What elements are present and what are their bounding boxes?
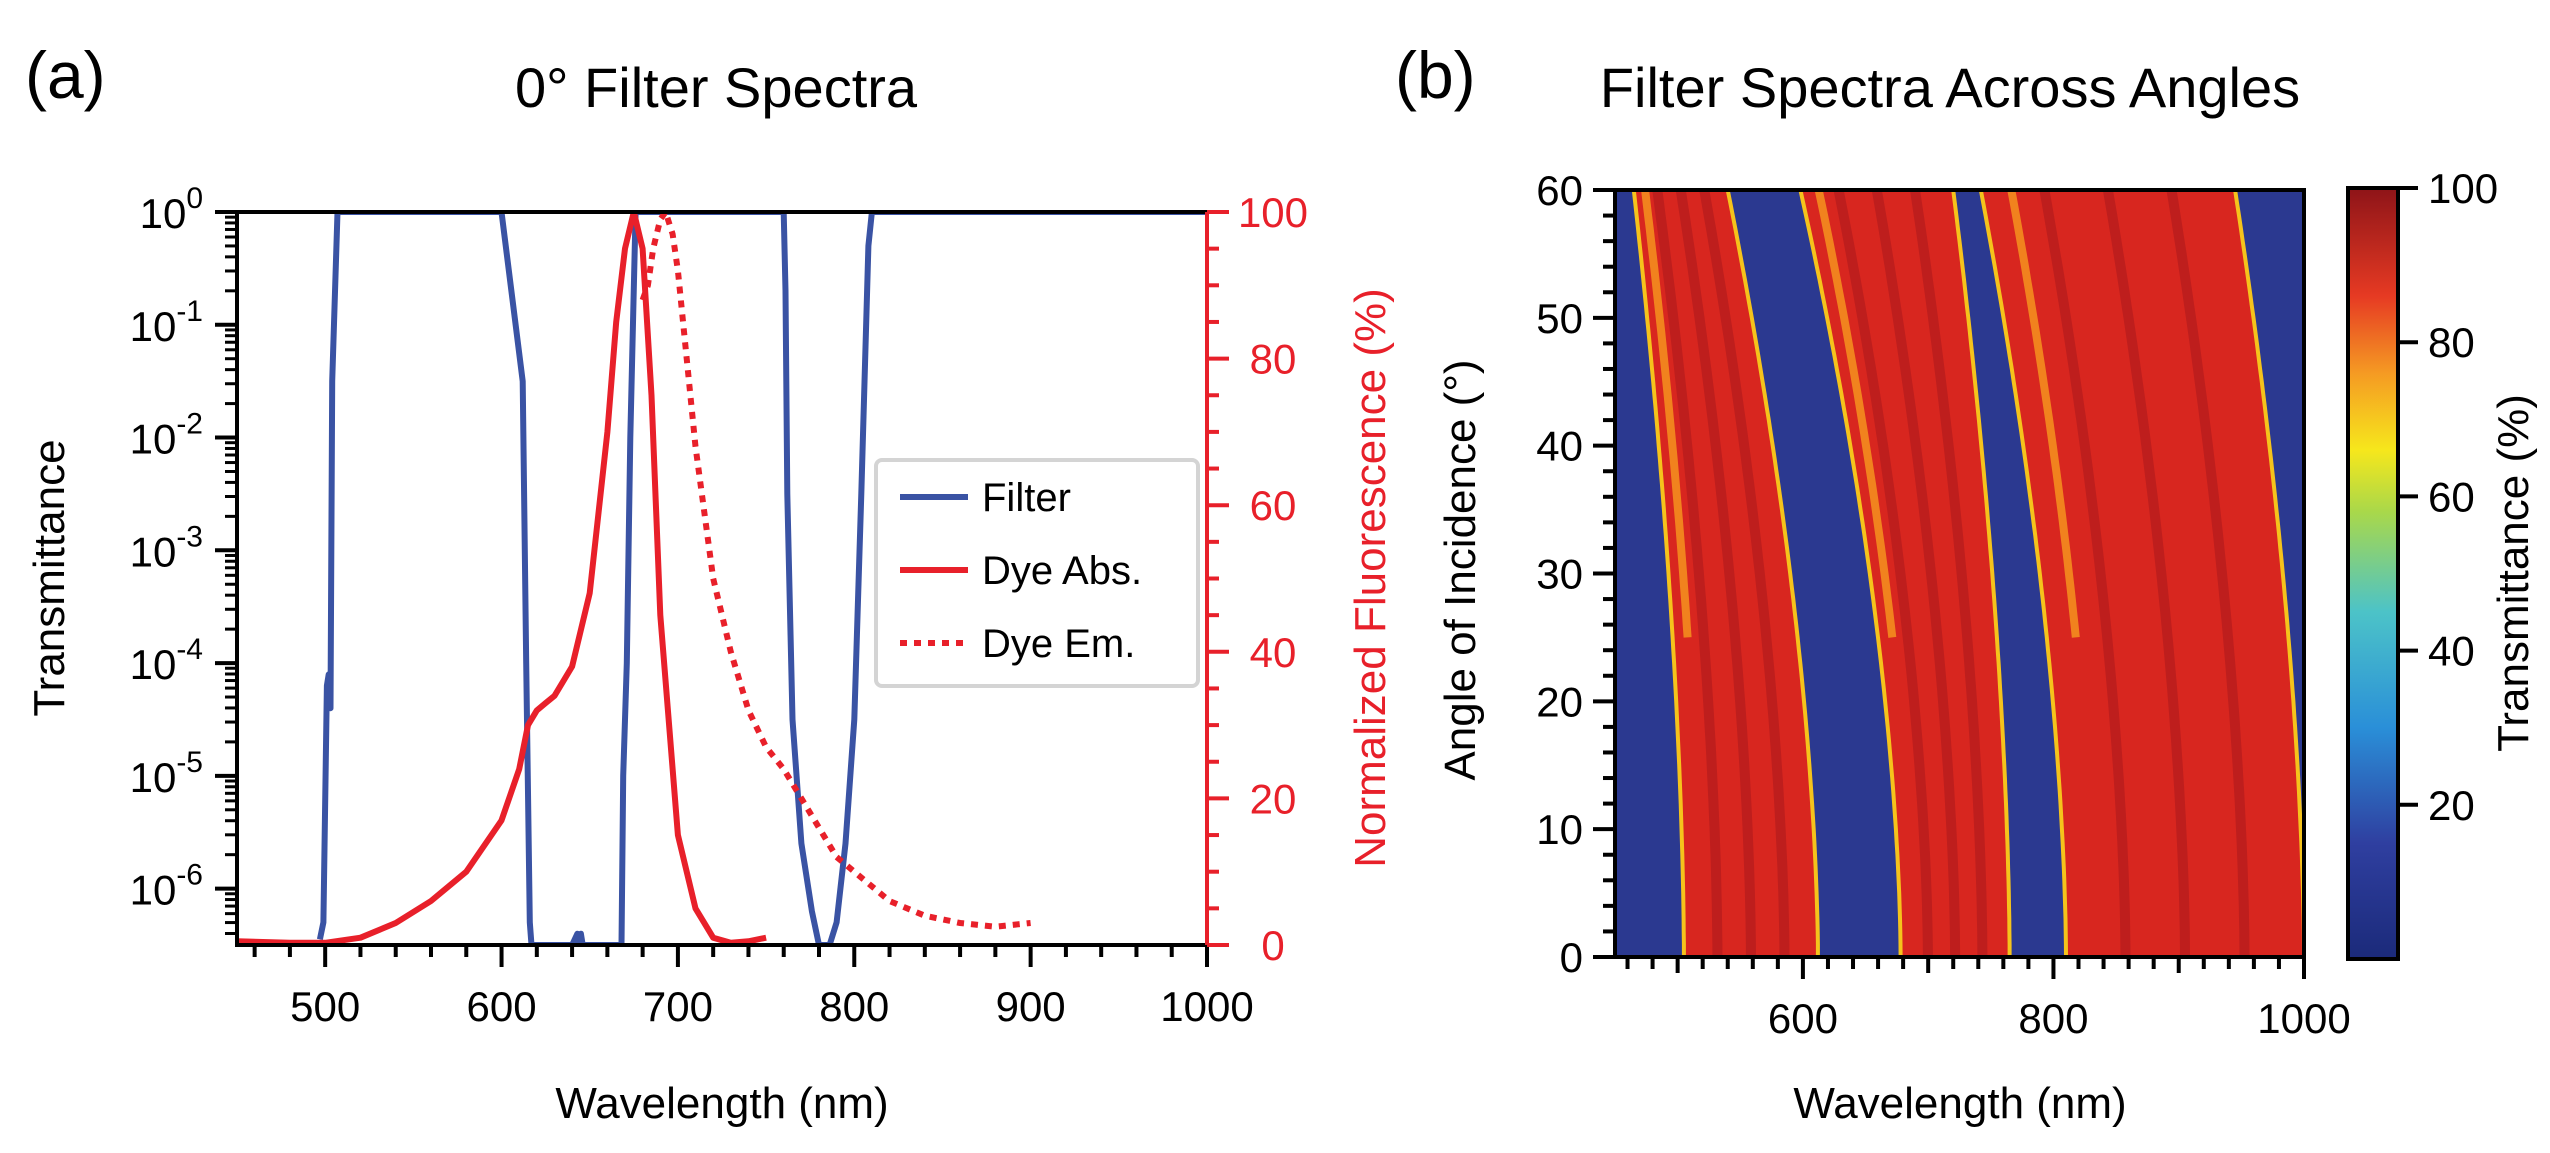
y-right-tick-label: 20 bbox=[1250, 775, 1297, 822]
y-right-tick-label: 60 bbox=[1250, 482, 1297, 529]
colorbar-tick-label: 80 bbox=[2428, 319, 2475, 366]
band-2-highlight bbox=[1814, 190, 1897, 638]
series-filter bbox=[316, 212, 1207, 945]
band-1-highlight bbox=[1641, 190, 1692, 638]
colorbar-tick-label: 20 bbox=[2428, 782, 2475, 829]
panel-b-colorbar: 20 40 60 80 100 Transmittance (%) bbox=[2346, 165, 2538, 961]
y-tick-label: 10-4 bbox=[130, 633, 203, 688]
x-tick-label: 800 bbox=[2018, 995, 2088, 1042]
legend-label-dye-abs: Dye Abs. bbox=[982, 549, 1142, 593]
panel-a-x-axis: 500 600 700 800 900 1000 bbox=[252, 945, 1254, 1030]
x-tick-label: 1000 bbox=[2257, 995, 2350, 1042]
y-tick-label: 20 bbox=[1536, 678, 1583, 725]
y-tick-label: 10-1 bbox=[130, 295, 203, 350]
colorbar-label: Transmittance (%) bbox=[2489, 394, 2538, 752]
band-2-streak bbox=[1833, 190, 1933, 957]
y-tick-label: 60 bbox=[1536, 167, 1583, 214]
panel-b: (b) Filter Spectra Across Angles 600 800 1… bbox=[1395, 38, 2538, 1128]
colorbar-gradient bbox=[2346, 186, 2400, 961]
y-tick-label: 40 bbox=[1536, 423, 1583, 470]
transmission-band-3 bbox=[1978, 190, 2304, 957]
y-tick-label: 30 bbox=[1536, 551, 1583, 598]
colorbar-tick-label: 40 bbox=[2428, 628, 2475, 675]
y-tick-label: 50 bbox=[1536, 295, 1583, 342]
colorbar-tick-label: 60 bbox=[2428, 473, 2475, 520]
legend-label-filter: Filter bbox=[982, 476, 1071, 520]
legend-label-dye-em: Dye Em. bbox=[982, 622, 1135, 666]
band-2-streak bbox=[1871, 190, 1961, 957]
x-tick-label: 800 bbox=[819, 983, 889, 1030]
panel-b-ylabel: Angle of Incidence (°) bbox=[1436, 359, 1485, 780]
band-3-streak bbox=[2039, 190, 2131, 957]
x-tick-label: 500 bbox=[290, 983, 360, 1030]
band-1-streak bbox=[1699, 190, 1790, 957]
colorbar-ticks: 20 40 60 80 100 bbox=[2398, 165, 2498, 829]
panel-a-title: 0° Filter Spectra bbox=[515, 56, 918, 119]
panel-b-heatmap bbox=[1615, 190, 2304, 957]
panel-a-ylabel-right: Normalized Fluorescence (%) bbox=[1346, 288, 1395, 868]
panel-a: (a) 0° Filter Spectra 500 600 700 800 900 100… bbox=[25, 38, 1395, 1128]
colorbar-tick-label: 100 bbox=[2428, 165, 2498, 212]
x-tick-label: 900 bbox=[996, 983, 1066, 1030]
y-tick-label: 100 bbox=[140, 182, 203, 237]
band-1-streak bbox=[1652, 190, 1723, 957]
y-right-tick-label: 40 bbox=[1250, 629, 1297, 676]
y-tick-label: 10-2 bbox=[130, 408, 203, 463]
band-3-streak bbox=[2166, 190, 2250, 957]
panel-a-y-axis-right: 0 20 40 60 80 100 bbox=[1207, 189, 1308, 969]
series-dye-abs bbox=[237, 212, 767, 945]
x-tick-label: 600 bbox=[467, 983, 537, 1030]
panel-b-label: (b) bbox=[1395, 38, 1476, 112]
panel-b-x-axis: 600 800 1000 bbox=[1625, 957, 2351, 1042]
y-right-tick-label: 80 bbox=[1250, 336, 1297, 383]
y-tick-label: 0 bbox=[1560, 934, 1583, 981]
x-tick-label: 700 bbox=[643, 983, 713, 1030]
y-right-tick-label: 100 bbox=[1238, 189, 1308, 236]
y-tick-label: 10-3 bbox=[130, 520, 203, 575]
x-tick-label: 1000 bbox=[1160, 983, 1253, 1030]
band-3-highlight bbox=[2007, 190, 2080, 638]
panel-a-label: (a) bbox=[25, 38, 106, 112]
panel-a-legend: Filter Dye Abs. Dye Em. bbox=[874, 458, 1200, 688]
y-tick-label: 10 bbox=[1536, 806, 1583, 853]
x-tick-label: 600 bbox=[1768, 995, 1838, 1042]
band-1-streak bbox=[1675, 190, 1756, 957]
panel-b-xlabel: Wavelength (nm) bbox=[1793, 1079, 2126, 1128]
y-right-tick-label: 0 bbox=[1261, 922, 1284, 969]
band-3-streak bbox=[2102, 190, 2190, 957]
panel-a-ylabel: Transmittance bbox=[25, 439, 74, 716]
panel-a-y-axis-left: 100 10-1 10-2 10-3 10-4 10-5 10-6 bbox=[130, 182, 237, 935]
y-tick-label: 10-5 bbox=[130, 746, 203, 801]
panel-a-plot-area bbox=[237, 212, 1207, 945]
band-2-streak bbox=[1910, 190, 1988, 957]
panel-b-title: Filter Spectra Across Angles bbox=[1600, 56, 2300, 119]
legend-box bbox=[874, 458, 1200, 688]
y-tick-label: 10-6 bbox=[130, 859, 203, 914]
series-dye-em bbox=[639, 212, 1031, 930]
panel-b-y-axis: 0 10 20 30 40 50 60 bbox=[1536, 167, 1615, 981]
panel-a-xlabel: Wavelength (nm) bbox=[555, 1079, 888, 1128]
